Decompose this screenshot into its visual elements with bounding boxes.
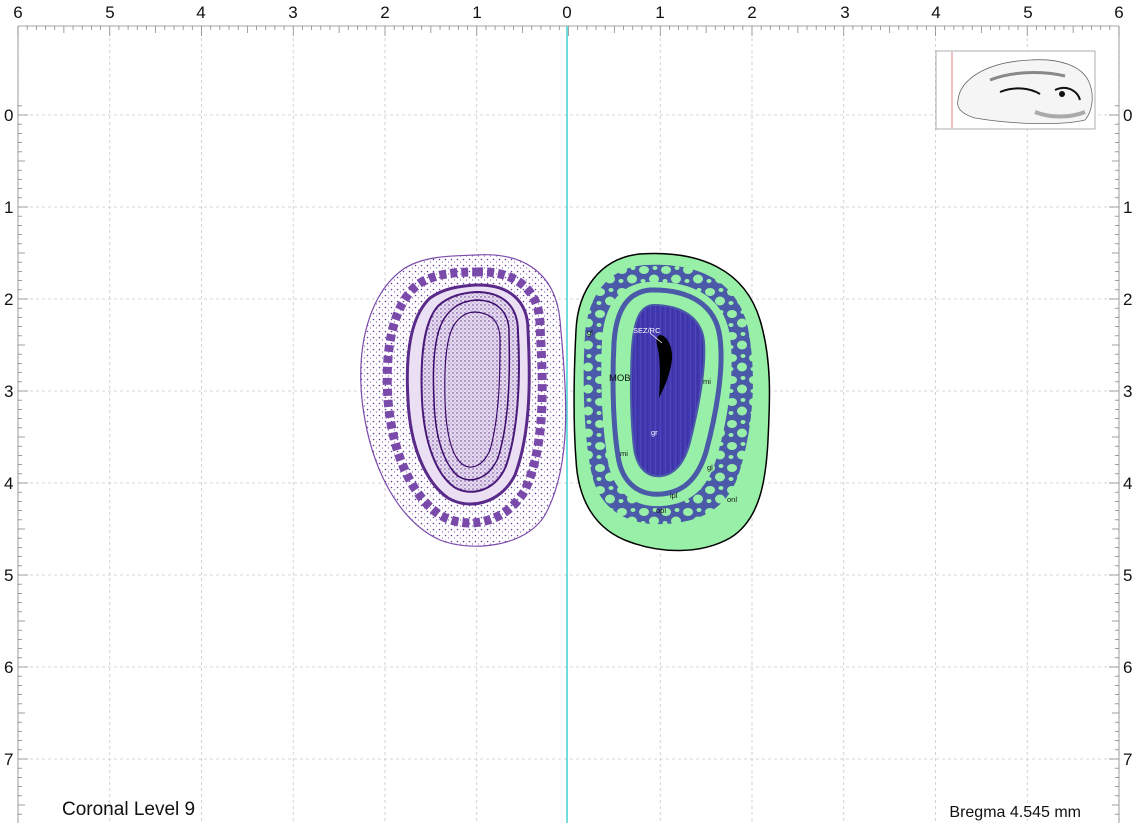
level-title: Coronal Level 9 (62, 799, 196, 820)
left-axis-labels: 0 1 2 3 4 5 6 7 (4, 106, 13, 769)
x-tick-label: 6 (13, 3, 22, 22)
y-tick-label: 3 (1123, 382, 1132, 401)
y-tick-label: 3 (4, 382, 13, 401)
x-tick-label: 3 (840, 3, 849, 22)
sagittal-inset (935, 50, 1096, 130)
y-tick-label: 2 (4, 290, 13, 309)
y-tick-label: 4 (4, 474, 13, 493)
x-tick-label: 4 (931, 3, 940, 22)
y-tick-label: 2 (1123, 290, 1132, 309)
y-tick-label: 7 (4, 750, 13, 769)
x-tick-label: 1 (655, 3, 664, 22)
right-axis-labels: 0 1 2 3 4 5 6 7 (1123, 106, 1132, 769)
gr-region (629, 303, 706, 478)
x-tick-label: 5 (105, 3, 114, 22)
y-tick-label: 6 (1123, 658, 1132, 677)
coordinate-grid (17, 26, 1120, 823)
label-mob: MOB (609, 373, 631, 384)
sez-rc-pointer (649, 332, 663, 344)
ruler-ticks (17, 25, 1120, 823)
x-tick-label: 1 (472, 3, 481, 22)
x-tick-label: 6 (1114, 3, 1123, 22)
label-gl-right: gl (707, 463, 713, 472)
y-tick-label: 7 (1123, 750, 1132, 769)
label-sez-rc: SEZ/RC (633, 326, 661, 335)
top-axis-labels: 6 5 4 3 2 1 0 1 2 3 4 5 6 (13, 3, 1123, 22)
x-tick-label: 0 (562, 3, 571, 22)
label-mi-upper: mi (703, 377, 711, 386)
label-gl-left: gl (587, 328, 593, 337)
x-tick-label: 3 (288, 3, 297, 22)
y-tick-label: 0 (4, 106, 13, 125)
x-tick-label: 5 (1023, 3, 1032, 22)
nissl-section (360, 254, 567, 547)
label-ipl: ipl (670, 491, 678, 500)
sez-rc-region (656, 335, 673, 398)
x-tick-label: 4 (196, 3, 205, 22)
y-tick-label: 0 (1123, 106, 1132, 125)
label-onl: onl (727, 495, 737, 504)
bregma-label: Bregma 4.545 mm (949, 804, 1081, 821)
y-tick-label: 1 (1123, 198, 1132, 217)
label-gr: gr (651, 428, 658, 437)
x-tick-label: 2 (380, 3, 389, 22)
x-tick-label: 2 (747, 3, 756, 22)
y-tick-label: 6 (4, 658, 13, 677)
label-mi-lower: mi (620, 449, 628, 458)
y-tick-label: 5 (1123, 566, 1132, 585)
y-tick-label: 5 (4, 566, 13, 585)
label-opl: opl (656, 506, 666, 515)
atlas-drawing: SEZ/RC gl MOB mi gr mi gl ipl opl onl (573, 252, 771, 552)
y-tick-label: 1 (4, 198, 13, 217)
y-tick-label: 4 (1123, 474, 1132, 493)
